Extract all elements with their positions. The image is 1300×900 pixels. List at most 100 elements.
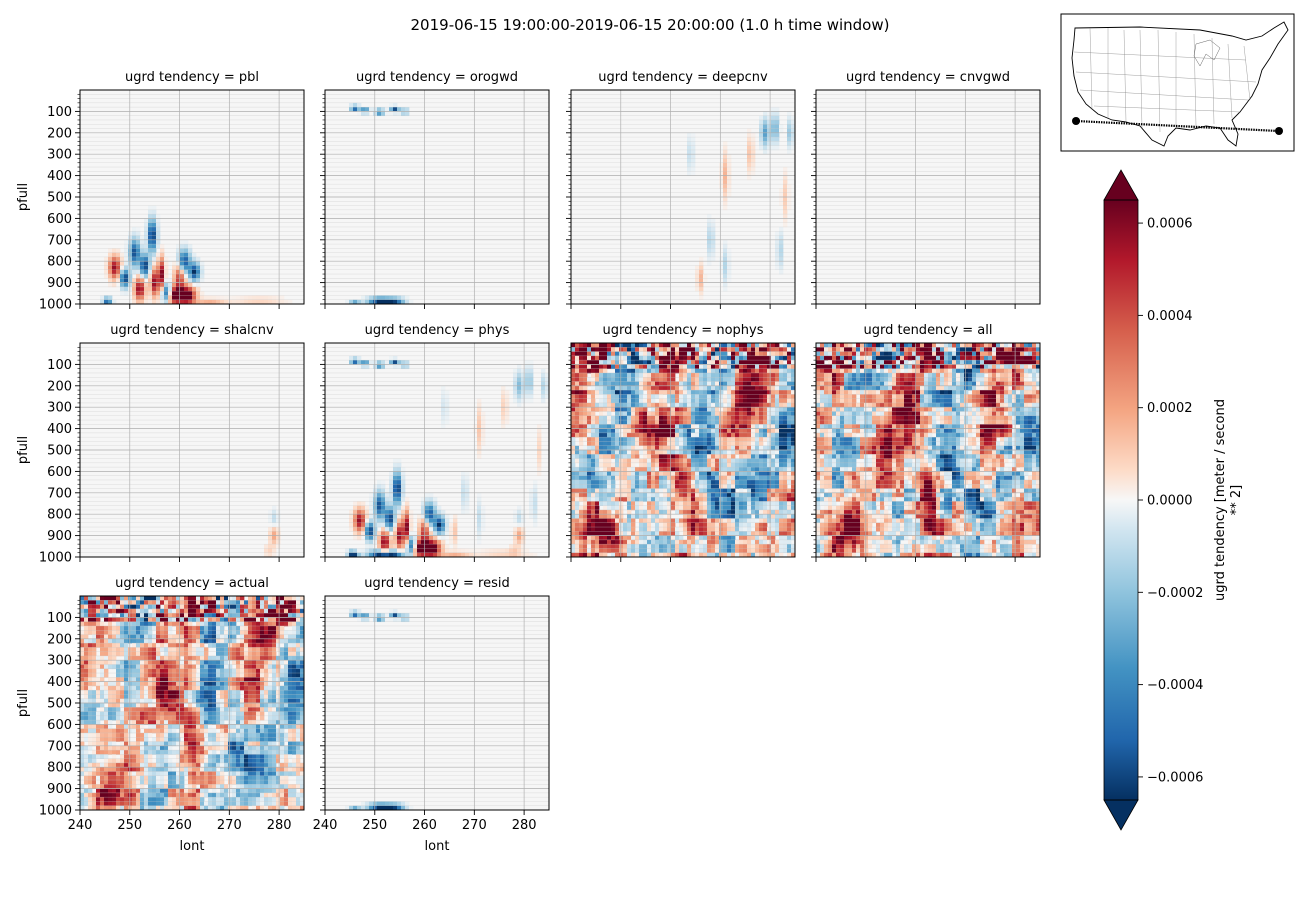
heatmap-cell xyxy=(361,552,366,558)
heatmap-cell xyxy=(603,385,608,391)
heatmap-cell xyxy=(659,462,664,468)
heatmap-cell xyxy=(635,394,640,399)
heatmap-cell xyxy=(695,286,700,292)
heatmap-cell xyxy=(144,269,149,275)
heatmap-cell xyxy=(120,278,125,283)
heatmap-cell xyxy=(148,265,153,271)
y-tick-label: 500 xyxy=(47,191,72,206)
heatmap-cell xyxy=(276,544,281,549)
heatmap-cell xyxy=(667,432,672,438)
heatmap-cell xyxy=(751,167,756,172)
heatmap-cell xyxy=(156,269,161,275)
heatmap-cell xyxy=(651,492,656,498)
heatmap-cell xyxy=(599,492,604,498)
heatmap-cell xyxy=(168,291,173,296)
heatmap-cell xyxy=(719,505,724,511)
heatmap-cell xyxy=(699,505,704,511)
heatmap-cell xyxy=(731,377,736,382)
heatmap-cell xyxy=(148,222,153,228)
heatmap-cell xyxy=(136,248,141,253)
heatmap-cell xyxy=(659,501,664,506)
heatmap-cell xyxy=(775,119,780,125)
heatmap-cell xyxy=(160,248,165,253)
heatmap-cell xyxy=(583,454,588,459)
heatmap-cell xyxy=(767,141,772,146)
heatmap-cell xyxy=(373,518,378,524)
heatmap-cell xyxy=(643,484,648,489)
heatmap-cell xyxy=(751,484,756,489)
heatmap-cell xyxy=(188,269,193,275)
heatmap-cell xyxy=(465,505,470,511)
heatmap-cell xyxy=(707,501,712,506)
heatmap-cell xyxy=(152,274,157,279)
heatmap-cell xyxy=(647,467,652,472)
heatmap-cell xyxy=(651,544,656,549)
heatmap-cell xyxy=(671,467,676,472)
heatmap-cell xyxy=(619,368,624,374)
heatmap-cell xyxy=(393,471,398,477)
heatmap-cell xyxy=(437,518,442,524)
heatmap-cell xyxy=(108,252,113,258)
heatmap-cell xyxy=(164,269,169,275)
heatmap-cell xyxy=(635,450,640,455)
heatmap-cell xyxy=(627,484,632,489)
heatmap-cell xyxy=(639,360,644,365)
heatmap-cell xyxy=(659,385,664,391)
heatmap-cell xyxy=(441,420,446,425)
heatmap-cell xyxy=(743,402,748,408)
heatmap-cell xyxy=(465,484,470,489)
heatmap-cell xyxy=(607,372,612,378)
heatmap-cell xyxy=(727,441,732,447)
heatmap-cell xyxy=(747,377,752,382)
heatmap-cell xyxy=(421,548,426,554)
heatmap-cell xyxy=(623,390,628,395)
heatmap-cell xyxy=(599,407,604,412)
heatmap-cell xyxy=(611,441,616,447)
heatmap-cell xyxy=(124,278,129,283)
heatmap-cell xyxy=(619,488,624,494)
heatmap-cell xyxy=(108,256,113,262)
heatmap-cell xyxy=(711,548,716,554)
y-tick-label: 600 xyxy=(47,212,72,227)
heatmap-cell xyxy=(393,355,398,361)
heatmap-cell xyxy=(763,347,768,352)
heatmap-cell xyxy=(667,398,672,404)
heatmap-cell xyxy=(727,467,732,472)
heatmap-cell xyxy=(687,509,692,515)
heatmap-cell xyxy=(775,497,780,502)
heatmap-cell xyxy=(651,402,656,408)
heatmap-cell xyxy=(525,364,530,370)
heatmap-cell xyxy=(623,343,628,348)
heatmap-cell xyxy=(461,484,466,489)
heatmap-cell xyxy=(703,514,708,519)
heatmap-cell xyxy=(715,462,720,468)
heatmap-cell xyxy=(505,394,510,399)
heatmap-cell xyxy=(731,347,736,352)
heatmap-cell xyxy=(481,548,486,554)
heatmap-cell xyxy=(643,415,648,421)
heatmap-cell xyxy=(397,360,402,365)
heatmap-cell xyxy=(627,544,632,549)
heatmap-cell xyxy=(679,428,684,434)
heatmap-cell xyxy=(152,291,157,296)
heatmap-cell xyxy=(140,278,145,283)
heatmap-cell xyxy=(747,394,752,399)
heatmap-cell xyxy=(671,544,676,549)
heatmap-cell xyxy=(751,154,756,159)
heatmap-cell xyxy=(699,539,704,545)
heatmap-cell xyxy=(655,420,660,425)
heatmap-cell xyxy=(409,509,414,515)
heatmap-cell xyxy=(671,428,676,434)
heatmap-cell xyxy=(587,394,592,399)
heatmap-cell xyxy=(112,274,117,279)
heatmap-cell xyxy=(611,467,616,472)
heatmap-cell xyxy=(152,252,157,258)
heatmap-cell xyxy=(481,527,486,532)
heatmap-cell xyxy=(639,372,644,378)
heatmap-cell xyxy=(779,411,784,417)
heatmap-cell xyxy=(571,531,576,536)
heatmap-cell xyxy=(715,428,720,434)
heatmap-cell xyxy=(579,492,584,498)
heatmap-cell xyxy=(595,492,600,498)
heatmap-cell xyxy=(268,539,273,545)
